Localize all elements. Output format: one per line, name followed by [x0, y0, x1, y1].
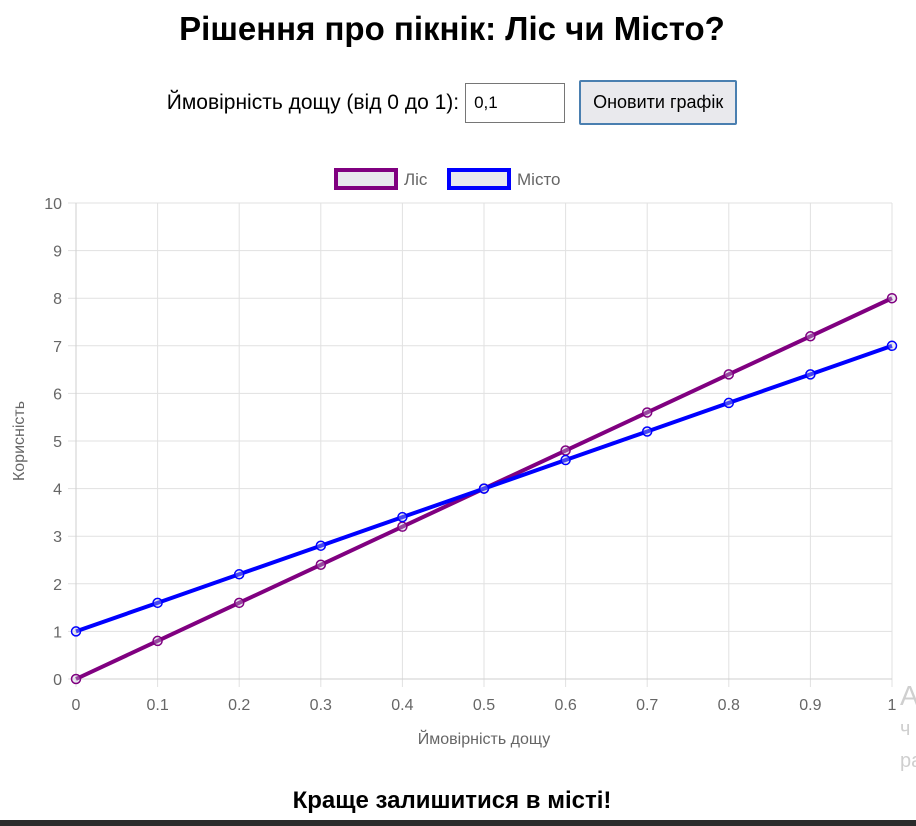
- legend-label[interactable]: Місто: [517, 170, 561, 189]
- x-axis-title: Ймовірність дощу: [418, 729, 550, 748]
- y-tick-label: 2: [53, 577, 62, 594]
- data-point: [805, 331, 816, 342]
- data-point: [397, 521, 408, 532]
- x-tick-label: 1: [888, 697, 897, 714]
- y-tick-label: 1: [53, 624, 62, 641]
- utility-chart: 0 1 2 3 4 5 6 7 8 9 10 0 0.1 0.2 0.3 0.4 0.5 0.6 0.7 0.8 0.9…: [11, 168, 898, 748]
- y-tick-label: 6: [53, 386, 62, 403]
- overflow-glyph: ч: [900, 718, 911, 740]
- result-text: Краще залишитися в місті!: [292, 787, 612, 814]
- data-point: [886, 340, 898, 352]
- page-title: Рішення про пікнік: Ліс чи Місто?: [179, 10, 725, 47]
- data-point: [397, 511, 408, 523]
- x-tick-label: 0: [72, 697, 81, 714]
- data-point: [152, 635, 163, 647]
- rain-probability-label: Ймовірність дощу (від 0 до 1):: [166, 90, 460, 114]
- data-point: [70, 626, 82, 637]
- overflow-glyph: A: [900, 680, 916, 711]
- x-tick-label: 0.3: [310, 697, 332, 714]
- rain-probability-input[interactable]: [465, 82, 566, 123]
- data-point: [233, 597, 245, 609]
- overflow-glyph: ра: [900, 750, 916, 772]
- data-point: [233, 569, 245, 580]
- y-tick-label: 9: [53, 244, 62, 261]
- y-tick-label: 0: [53, 672, 62, 689]
- controls-row: Ймовірність дощу (від 0 до 1): Оновити г…: [0, 80, 904, 125]
- data-point: [560, 454, 571, 466]
- legend-item-1[interactable]: Місто: [447, 168, 561, 190]
- data-point: [641, 426, 653, 437]
- y-axis-title: Корисність: [11, 401, 28, 481]
- data-point: [560, 445, 571, 456]
- x-tick-label: 0.2: [228, 697, 250, 714]
- x-tick-label: 0.1: [146, 697, 168, 714]
- data-point: [805, 369, 816, 380]
- chart-legend[interactable]: Ліс Місто: [334, 168, 561, 190]
- y-tick-label: 4: [53, 482, 62, 499]
- y-tick-label: 8: [53, 291, 62, 308]
- data-point: [152, 597, 163, 609]
- legend-swatch[interactable]: [447, 168, 511, 190]
- data-point: [70, 673, 82, 685]
- chart-axes: 0 1 2 3 4 5 6 7 8 9 10 0 0.1 0.2 0.3 0.4 0.5 0.6 0.7 0.8 0.9…: [44, 196, 896, 714]
- y-tick-label: 3: [53, 529, 62, 546]
- legend-label[interactable]: Ліс: [404, 170, 428, 189]
- data-point: [315, 559, 327, 571]
- data-point: [723, 397, 735, 409]
- x-tick-label: 0.6: [554, 697, 576, 714]
- data-point: [315, 540, 327, 551]
- data-point: [641, 407, 653, 418]
- x-tick-label: 0.4: [391, 697, 413, 714]
- y-tick-label: 10: [44, 196, 62, 213]
- chart-grid: [68, 202, 893, 687]
- x-tick-label: 0.9: [799, 697, 821, 714]
- bottom-bar: [0, 820, 916, 826]
- update-chart-button[interactable]: Оновити графік: [579, 80, 738, 125]
- chart-series: [70, 292, 898, 685]
- y-tick-label: 7: [53, 339, 62, 356]
- legend-swatch[interactable]: [334, 168, 398, 190]
- data-point: [886, 292, 898, 304]
- legend-item-0[interactable]: Ліс: [334, 168, 428, 190]
- y-tick-label: 5: [53, 434, 62, 451]
- series-line-1: [75, 343, 893, 634]
- x-tick-label: 0.8: [718, 697, 740, 714]
- data-point: [723, 369, 735, 380]
- x-tick-label: 0.7: [636, 697, 658, 714]
- x-tick-label: 0.5: [473, 697, 495, 714]
- data-point: [478, 483, 490, 494]
